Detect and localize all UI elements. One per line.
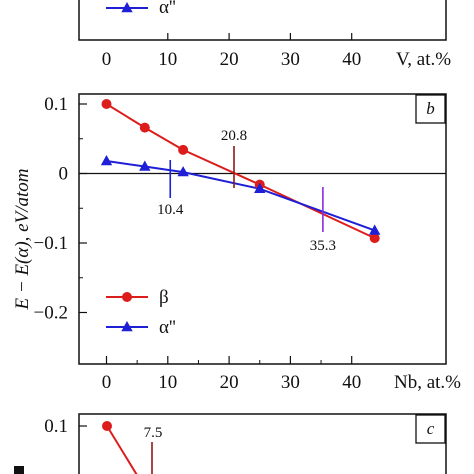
data-point-alpha2 (177, 166, 189, 177)
data-point-alpha2 (254, 182, 266, 193)
panel-c-letter: c (427, 419, 435, 438)
panel-a-x-axis-label: V, at.% (396, 49, 451, 70)
panel-b-y-tick-label: −0.1 (34, 233, 68, 254)
panel-a-legend-triangle-icon (121, 2, 133, 13)
panel-b-y-tick-label: −0.2 (34, 303, 68, 324)
legend-triangle-icon (121, 321, 133, 332)
data-point-beta (139, 122, 150, 133)
panel-a-x-tick-label: 20 (220, 49, 239, 70)
data-point-alpha2 (368, 224, 381, 235)
panel-a-frame (78, 0, 447, 41)
legend-label-beta: β (159, 287, 169, 308)
panel-b-x-axis-label: Nb, at.% (394, 372, 461, 393)
data-point-alpha2 (139, 160, 151, 171)
panel-b-y-tick-label: 0 (59, 164, 69, 185)
panel-b-x-tick-label: 40 (342, 372, 361, 393)
panel-b-letter-box (415, 94, 446, 124)
data-point-beta (101, 99, 112, 109)
panel-c-series-line-beta (106, 425, 138, 474)
data-point-beta (178, 144, 189, 155)
panel-b-frame (78, 93, 447, 365)
annotation-label-10-4: 10.4 (157, 202, 184, 218)
legend-circle-icon (122, 292, 132, 302)
panel-c-y-tick-label: 0.1 (44, 416, 68, 437)
panel-b-y-axis-label: E − E(α), eV/atom (12, 169, 33, 311)
panel-b-x-tick-label: 20 (220, 372, 239, 393)
panel-c-letter-box (415, 414, 446, 444)
panel-c-frame (78, 413, 447, 474)
data-point-beta (369, 233, 380, 244)
annotation-label-20-8: 20.8 (221, 128, 247, 144)
panel-a-x-tick-label: 40 (342, 49, 361, 70)
panel-c-annotation-label: 7.5 (144, 425, 163, 441)
panel-b-letter: b (426, 99, 435, 118)
panel-b-x-tick-label: 30 (281, 372, 300, 393)
panel-c-y-axis-label-fragment (14, 466, 24, 474)
panel-a-x-tick-label: 30 (281, 49, 300, 70)
legend-label-alpha2: α'' (159, 317, 176, 338)
panel-a-legend-label: α'' (159, 0, 176, 18)
panel-b-x-tick-label: 0 (102, 372, 112, 393)
panel-a-x-tick-label: 10 (158, 49, 177, 70)
panel-c-data-point-beta (102, 421, 112, 431)
annotation-label-35-3: 35.3 (310, 238, 336, 254)
panel-a-x-tick-label: 0 (102, 49, 112, 70)
panel-b-y-tick-label: 0.1 (44, 94, 68, 115)
panel-b-x-tick-label: 10 (158, 372, 177, 393)
data-point-alpha2 (100, 154, 113, 166)
